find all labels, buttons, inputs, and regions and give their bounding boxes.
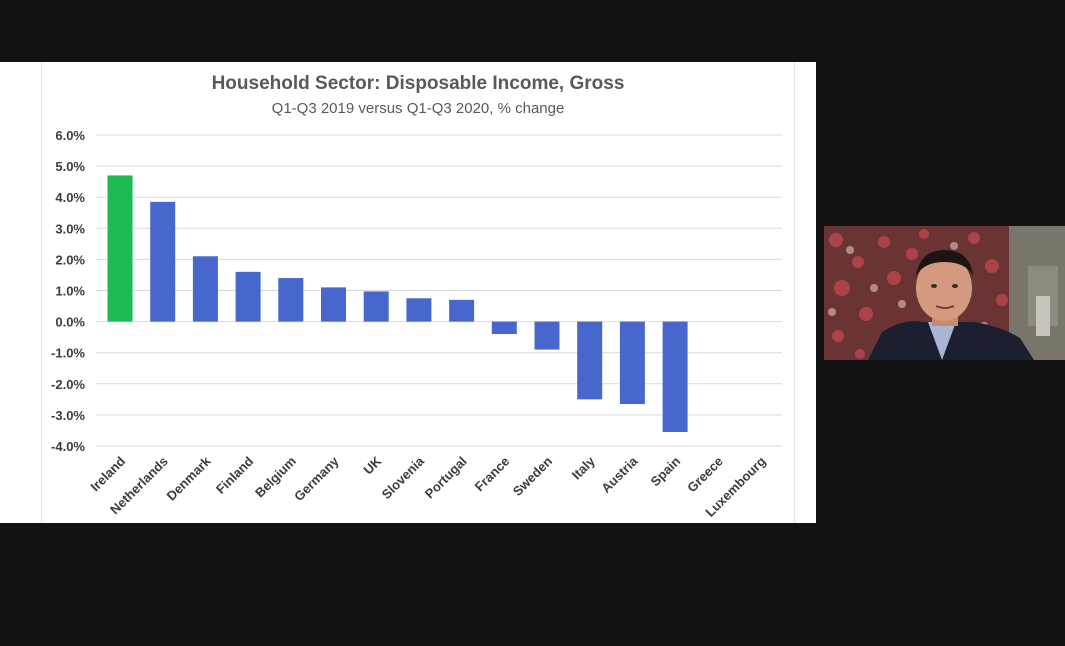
x-label-austria: Austria — [598, 453, 641, 496]
bar-slovenia — [406, 298, 432, 322]
y-tick-label: -1.0% — [51, 346, 85, 361]
bar-germany — [321, 287, 346, 322]
y-tick-label: -4.0% — [51, 439, 85, 454]
participant-video-tile[interactable] — [824, 226, 1065, 360]
bar-chart: 6.0% 5.0% 4.0% 3.0% 2.0% 1.0% 0.0% -1.0% -2.0% -3… — [51, 128, 782, 520]
y-tick-label: -3.0% — [51, 408, 85, 423]
bar-spain — [662, 321, 688, 433]
x-label-italy: Italy — [569, 453, 599, 483]
x-label-france: France — [472, 454, 513, 495]
bar-belgium — [278, 278, 304, 322]
bar-austria — [619, 321, 645, 405]
x-label-uk: UK — [360, 453, 384, 477]
bar-portugal — [449, 299, 475, 322]
y-tick-label: 2.0% — [55, 252, 85, 267]
x-label-sweden: Sweden — [510, 453, 555, 498]
bar-netherlands — [150, 201, 176, 322]
bar-sweden — [534, 321, 560, 350]
y-tick-label: 5.0% — [55, 159, 85, 174]
x-label-spain: Spain — [648, 453, 684, 489]
y-tick-label: 6.0% — [55, 128, 85, 143]
x-label-greece: Greece — [684, 454, 726, 496]
y-tick-label: 0.0% — [55, 315, 85, 330]
x-label-portugal: Portugal — [422, 454, 470, 502]
chart-title: Household Sector: Disposable Income, Gro… — [211, 73, 625, 94]
shared-slide: 6.0% 5.0% 4.0% 3.0% 2.0% 1.0% 0.0% -1.0% -2.0% -3… — [0, 62, 816, 523]
x-label-denmark: Denmark — [164, 453, 214, 503]
bar-france — [491, 321, 517, 335]
y-tick-label: -2.0% — [51, 377, 85, 392]
bar-italy — [577, 321, 603, 400]
participant-video-icon — [824, 226, 1065, 360]
bar-uk — [363, 291, 389, 322]
slide-border-right — [794, 62, 795, 523]
y-tick-label: 3.0% — [55, 221, 85, 236]
y-tick-label: 1.0% — [55, 284, 85, 299]
slide-border-left — [41, 62, 42, 523]
bar-finland — [235, 271, 261, 322]
bars — [107, 175, 688, 433]
x-label-ireland: Ireland — [87, 453, 128, 494]
x-label-slovenia: Slovenia — [379, 453, 428, 502]
y-tick-label: 4.0% — [55, 190, 85, 205]
x-label-germany: Germany — [291, 453, 342, 504]
bar-denmark — [192, 256, 218, 322]
chart-subtitle: Q1-Q3 2019 versus Q1-Q3 2020, % change — [271, 100, 565, 117]
bar-ireland — [107, 175, 133, 322]
x-label-finland: Finland — [213, 453, 256, 496]
y-tick-labels: 6.0% 5.0% 4.0% 3.0% 2.0% 1.0% 0.0% -1.0% -2.0% -3… — [51, 128, 85, 454]
